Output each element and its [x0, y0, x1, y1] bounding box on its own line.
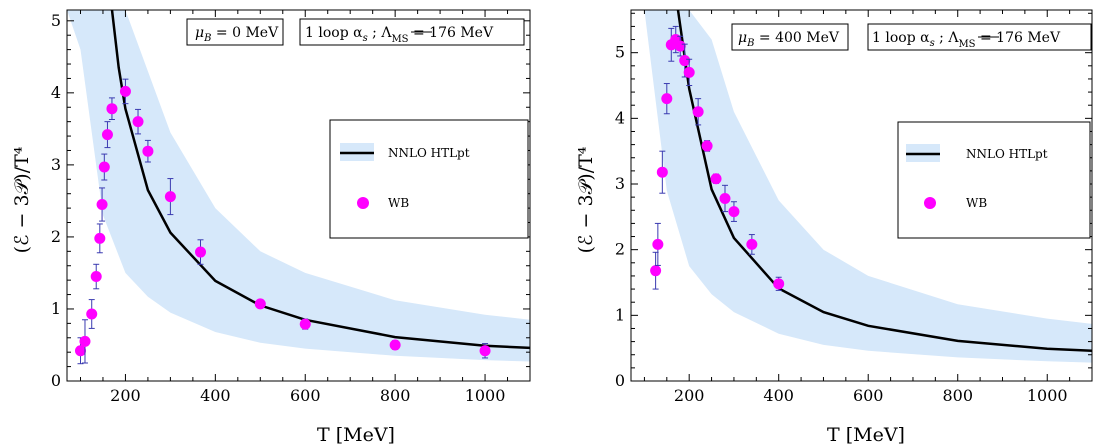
- loop-label-left: 1 loop αs ; ΛMS = 176 MeV: [305, 25, 494, 45]
- chart-right: 200 400 600 800 1000 0 1 2 3 4 5 T [MeV] (ℰ − 3𝒫)/…: [575, 9, 1093, 446]
- y-tick-label: 0: [615, 371, 625, 390]
- y-tick-label: 5: [615, 43, 625, 62]
- data-point: [299, 318, 311, 330]
- x-tick-label: 600: [290, 386, 321, 405]
- x-axis-label-left: T [MeV]: [317, 424, 395, 446]
- data-point: [74, 345, 86, 357]
- x-tick-label: 200: [674, 386, 705, 405]
- data-point: [650, 265, 662, 277]
- y-tick-label: 1: [51, 299, 61, 318]
- mu-label-right: μB = 400 MeV: [738, 30, 840, 49]
- loop-label-right: 1 loop αs ; ΛMS = 176 MeV: [872, 30, 1061, 50]
- legend-band-label-left: NNLO HTLpt: [388, 146, 470, 160]
- data-point: [728, 206, 740, 218]
- data-point: [389, 339, 401, 351]
- x-tick-label: 1000: [1027, 386, 1068, 405]
- data-point: [479, 345, 491, 357]
- legend-point-label-right: WB: [966, 196, 987, 210]
- data-point: [101, 129, 113, 141]
- data-point: [96, 199, 108, 211]
- data-point: [254, 298, 266, 310]
- x-tick-label: 800: [380, 386, 411, 405]
- data-point: [746, 238, 758, 250]
- plot-area-right: [631, 10, 1092, 363]
- data-point: [652, 238, 664, 250]
- y-tick-label: 2: [615, 240, 625, 259]
- legend-right: NNLO HTLpt WB: [897, 121, 1091, 239]
- data-point: [98, 161, 110, 173]
- data-point: [710, 173, 722, 185]
- data-point: [701, 140, 713, 152]
- y-tick-label: 2: [51, 227, 61, 246]
- data-point: [86, 308, 98, 320]
- plot-frame-right: [630, 9, 1093, 382]
- legend-point-label-left: WB: [388, 196, 409, 210]
- mu-label-left: μB = 0 MeV: [195, 25, 279, 44]
- nnlo-curve-left: [110, 10, 530, 350]
- nnlo-curve-right: [676, 10, 1092, 353]
- y-tick-label: 0: [51, 371, 61, 390]
- y-tick-label: 4: [615, 108, 625, 127]
- x-tick-label: 400: [200, 386, 231, 405]
- data-point: [106, 103, 118, 115]
- legend-point-swatch-left: [357, 197, 369, 209]
- x-tick-label: 800: [942, 386, 973, 405]
- data-point: [679, 55, 691, 67]
- x-tick-label: 400: [763, 386, 794, 405]
- x-tick-label: 600: [853, 386, 884, 405]
- legend-box-right: [897, 121, 1091, 239]
- legend-left: NNLO HTLpt WB: [329, 119, 529, 239]
- data-point: [119, 85, 131, 97]
- data-point: [656, 166, 668, 178]
- data-point: [164, 191, 176, 203]
- data-point: [692, 106, 704, 118]
- mu-label-box-right: [731, 23, 849, 51]
- x-tick-label: 1000: [465, 386, 506, 405]
- data-point: [674, 40, 686, 52]
- legend-box-left: [329, 119, 529, 239]
- uncertainty-band-left: [67, 10, 530, 362]
- x-axis-label-right: T [MeV]: [827, 424, 905, 446]
- data-point: [79, 335, 91, 347]
- y-tick-label: 5: [51, 11, 61, 30]
- plot-area-left: [67, 10, 530, 365]
- data-point: [683, 66, 695, 78]
- y-tick-label: 1: [615, 305, 625, 324]
- y-tick-label: 3: [51, 155, 61, 174]
- legend-band-label-right: NNLO HTLpt: [966, 147, 1048, 161]
- y-tick-label: 4: [51, 83, 61, 102]
- uncertainty-band-right: [631, 10, 1092, 363]
- chart-left: 200 400 600 800 1000 0 1 2 3 4 5 T [MeV] (ℰ − 3𝒫)/…: [11, 9, 531, 446]
- y-axis-label-left: (ℰ − 3𝒫)/T⁴: [11, 146, 33, 253]
- data-point: [661, 93, 673, 105]
- data-point: [719, 192, 731, 204]
- data-point: [132, 116, 144, 128]
- data-point: [773, 278, 785, 290]
- plot-frame-left: [66, 9, 531, 382]
- y-axis-label-right: (ℰ − 3𝒫)/T⁴: [575, 146, 597, 253]
- data-point: [195, 246, 207, 258]
- data-point: [90, 271, 102, 283]
- x-tick-label: 200: [110, 386, 141, 405]
- mu-label-box-left: [186, 18, 284, 46]
- data-point: [94, 232, 106, 244]
- legend-point-swatch-right: [924, 197, 936, 209]
- data-point: [142, 145, 154, 157]
- y-tick-label: 3: [615, 174, 625, 193]
